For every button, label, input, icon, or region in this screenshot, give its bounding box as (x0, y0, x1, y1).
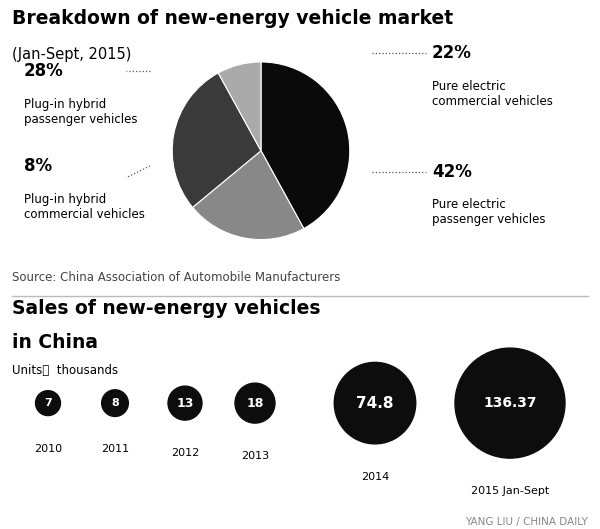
Wedge shape (172, 73, 261, 207)
Text: 18: 18 (247, 397, 263, 409)
Text: 28%: 28% (24, 62, 64, 80)
Text: Pure electric
commercial vehicles: Pure electric commercial vehicles (432, 80, 553, 108)
Text: 2012: 2012 (171, 448, 199, 458)
Text: 13: 13 (176, 397, 194, 409)
Text: 2010: 2010 (34, 444, 62, 453)
Text: 2011: 2011 (101, 444, 129, 454)
Text: 22%: 22% (432, 44, 472, 62)
Text: in China: in China (12, 333, 98, 352)
Wedge shape (261, 62, 350, 229)
Ellipse shape (455, 348, 565, 458)
Text: 74.8: 74.8 (356, 396, 394, 411)
Wedge shape (218, 62, 261, 151)
Text: Breakdown of new-energy vehicle market: Breakdown of new-energy vehicle market (12, 9, 453, 28)
Text: 8: 8 (111, 398, 119, 408)
Ellipse shape (334, 362, 416, 444)
Text: 8%: 8% (24, 157, 52, 175)
Text: Units：  thousands: Units： thousands (12, 364, 118, 377)
Ellipse shape (101, 390, 128, 416)
Text: Pure electric
passenger vehicles: Pure electric passenger vehicles (432, 198, 545, 226)
Text: Sales of new-energy vehicles: Sales of new-energy vehicles (12, 298, 320, 317)
Text: Source: China Association of Automobile Manufacturers: Source: China Association of Automobile … (12, 271, 340, 285)
Ellipse shape (168, 386, 202, 420)
Text: (Jan-Sept, 2015): (Jan-Sept, 2015) (12, 48, 131, 62)
Text: 2013: 2013 (241, 451, 269, 461)
Text: YANG LIU / CHINA DAILY: YANG LIU / CHINA DAILY (465, 517, 588, 527)
Text: 136.37: 136.37 (483, 396, 537, 410)
Text: 2014: 2014 (361, 472, 389, 482)
Text: 7: 7 (44, 398, 52, 408)
Ellipse shape (235, 383, 275, 423)
Text: Plug-in hybrid
commercial vehicles: Plug-in hybrid commercial vehicles (24, 193, 145, 221)
Wedge shape (193, 151, 304, 240)
Text: 2015 Jan-Sept: 2015 Jan-Sept (471, 486, 549, 496)
Ellipse shape (35, 390, 61, 416)
Text: Plug-in hybrid
passenger vehicles: Plug-in hybrid passenger vehicles (24, 98, 137, 126)
Text: 42%: 42% (432, 163, 472, 181)
